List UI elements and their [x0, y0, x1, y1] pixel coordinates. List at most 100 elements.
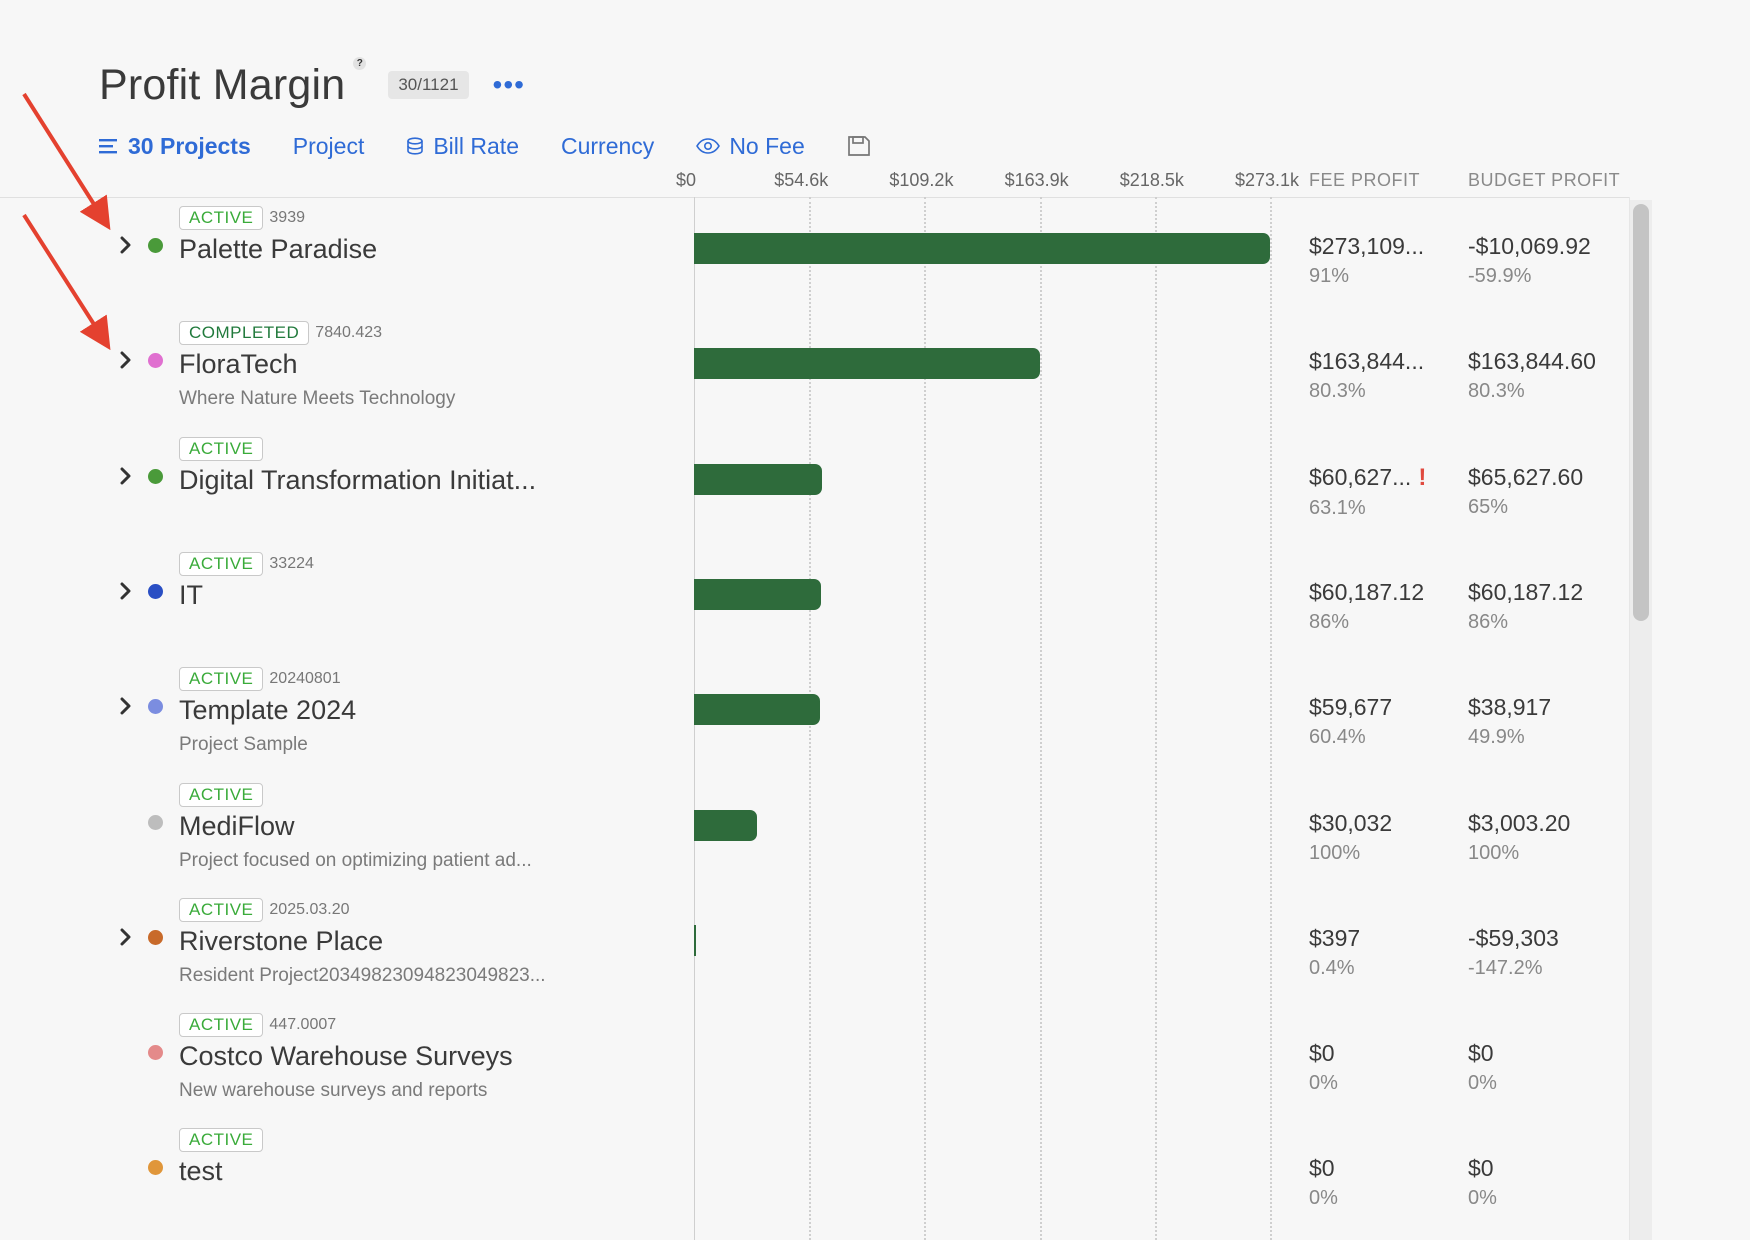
project-row[interactable]: ACTIVE test $0 0% $0 0% [0, 1119, 1630, 1234]
bill-rate-button[interactable]: Bill Rate [406, 133, 519, 160]
fee-profit-value: $59,677 [1309, 694, 1393, 721]
warning-icon[interactable]: ! [1418, 463, 1427, 491]
project-row[interactable]: ACTIVE Digital Transformation Initiat...… [0, 428, 1630, 543]
expand-chevron-icon[interactable] [118, 580, 134, 602]
fee-profit-value: $60,187.12 [1309, 578, 1425, 605]
scrollbar-thumb[interactable] [1633, 204, 1649, 621]
budget-profit-value: -$10,069.92 [1468, 233, 1591, 259]
projects-filter-button[interactable]: 30 Projects [99, 133, 251, 160]
fee-profit-percent: 91% [1309, 265, 1350, 287]
profit-bar[interactable] [694, 578, 821, 610]
project-name[interactable]: MediFlow [179, 810, 295, 841]
profit-bar[interactable] [694, 924, 696, 956]
budget-profit-percent: 80.3% [1468, 380, 1525, 403]
project-row[interactable]: COMPLETED 7840.423 FloraTech Where Nature… [0, 312, 1630, 427]
no-fee-toggle[interactable]: No Fee [696, 133, 805, 160]
fee-profit-value: $60,627... [1309, 464, 1412, 491]
save-button[interactable] [847, 135, 880, 157]
help-icon[interactable]: ? [353, 57, 367, 70]
expand-chevron-icon[interactable] [118, 465, 134, 487]
project-row[interactable]: ACTIVE 3939 Palette Paradise $273,109...… [0, 197, 1630, 312]
profit-bar[interactable] [694, 463, 822, 495]
expand-chevron-icon[interactable] [118, 234, 134, 256]
project-name[interactable]: IT [179, 579, 203, 610]
project-color-dot [148, 929, 163, 945]
status-badge: ACTIVE [179, 1128, 264, 1153]
project-row[interactable]: ACTIVE MediFlow Project focused on optimi… [0, 774, 1630, 889]
list-icon [99, 138, 119, 154]
fee-profit-value: $30,032 [1309, 809, 1393, 836]
profit-bar[interactable] [694, 809, 758, 841]
more-options-icon[interactable]: ••• [492, 69, 525, 100]
budget-profit-value: $163,844.60 [1468, 348, 1596, 375]
gridline-2 [924, 197, 927, 1240]
profit-bar[interactable] [694, 694, 820, 726]
expand-chevron-icon[interactable] [118, 349, 134, 371]
project-name[interactable]: Digital Transformation Initiat... [179, 464, 537, 495]
status-badge: ACTIVE [179, 782, 264, 807]
fee-profit-value: $273,109... [1309, 233, 1425, 259]
budget-profit-cell: $65,627.60 65% [1468, 464, 1583, 519]
save-icon [847, 135, 871, 157]
status-badge: ACTIVE [179, 436, 264, 461]
fee-profit-cell: $163,844... 80.3% [1309, 348, 1424, 403]
project-group-button[interactable]: Project [293, 133, 365, 160]
budget-profit-value: $65,627.60 [1468, 463, 1584, 490]
status-badge: ACTIVE [179, 1013, 264, 1038]
budget-profit-percent: 86% [1468, 610, 1509, 633]
fee-profit-percent: 63.1% [1309, 496, 1366, 519]
fee-profit-cell: $0 0% [1309, 1040, 1338, 1095]
project-code: 20240801 [269, 670, 341, 688]
project-name[interactable]: Palette Paradise [179, 234, 378, 264]
currency-button[interactable]: Currency [561, 133, 654, 160]
budget-profit-value: $60,187.12 [1468, 578, 1584, 605]
profit-bar[interactable] [694, 233, 1270, 264]
budget-profit-value: $0 [1468, 1040, 1494, 1067]
header-divider [0, 197, 1630, 198]
project-description: Resident Project20349823094823049823... [179, 964, 546, 986]
project-name[interactable]: test [179, 1156, 223, 1187]
toolbar: 30 Projects Project Bill Rate Currency N… [99, 128, 922, 164]
project-color-dot [148, 238, 163, 253]
fee-profit-cell: $59,677 60.4% [1309, 694, 1392, 749]
budget-profit-cell: $0 0% [1468, 1040, 1497, 1095]
project-code: 447.0007 [269, 1016, 337, 1034]
project-row[interactable]: ACTIVE 33224 IT $60,187.12 86% $60,187.1… [0, 543, 1630, 658]
fee-profit-percent: 100% [1309, 841, 1361, 864]
budget-profit-percent: 49.9% [1468, 726, 1525, 749]
chart-axis-header: $0 $54.6k $109.2k $163.9k $218.5k $273.1… [0, 170, 1750, 194]
project-row[interactable]: ACTIVE 20240801 Template 2024 Project Sam… [0, 658, 1630, 773]
project-name[interactable]: Template 2024 [179, 695, 357, 726]
expand-chevron-icon[interactable] [118, 926, 134, 948]
bill-rate-label: Bill Rate [433, 132, 519, 159]
gridline-4 [1154, 197, 1157, 1240]
project-row[interactable]: ACTIVE 447.0007 Costco Warehouse Surveys… [0, 1004, 1630, 1119]
budget-profit-cell: $0 0% [1468, 1155, 1497, 1210]
fee-profit-value: $163,844... [1309, 348, 1425, 375]
project-row[interactable]: ACTIVE 2025.03.20 Riverstone Place Reside… [0, 889, 1630, 1004]
project-description: Where Nature Meets Technology [179, 388, 456, 410]
eye-icon [696, 138, 721, 154]
project-code: 7840.423 [315, 324, 383, 342]
expand-chevron-icon[interactable] [118, 695, 134, 717]
budget-profit-value: $38,917 [1468, 694, 1552, 721]
project-color-dot [148, 1045, 163, 1061]
fee-profit-percent: 80.3% [1309, 380, 1366, 403]
project-meta: ACTIVE 2025.03.20 [179, 897, 350, 922]
page-title: Profit Margin [99, 60, 346, 109]
project-name[interactable]: FloraTech [179, 349, 298, 380]
budget-profit-cell: $60,187.12 86% [1468, 579, 1583, 634]
fee-profit-header[interactable]: FEE PROFIT [1309, 170, 1421, 190]
project-description: Project focused on optimizing patient ad… [179, 849, 532, 871]
project-name[interactable]: Costco Warehouse Surveys [179, 1041, 513, 1072]
budget-profit-value: $0 [1468, 1155, 1494, 1182]
project-name[interactable]: Riverstone Place [179, 925, 384, 956]
project-code: 2025.03.20 [269, 900, 350, 918]
project-color-dot [148, 699, 163, 715]
chart-right-divider [1629, 197, 1630, 1240]
project-color-dot [148, 1160, 163, 1176]
budget-profit-header[interactable]: BUDGET PROFIT [1468, 170, 1621, 190]
profit-bar[interactable] [694, 348, 1040, 380]
budget-profit-cell: $163,844.60 80.3% [1468, 348, 1596, 403]
project-color-dot [148, 814, 163, 830]
